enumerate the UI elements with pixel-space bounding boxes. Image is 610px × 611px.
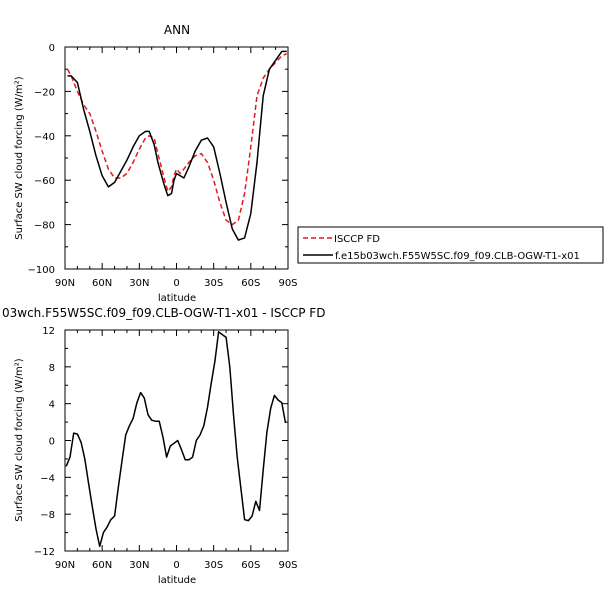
bottom-series-line-0 (65, 331, 287, 548)
top-chart-ticks: 90N 60N 30N 0 30S 60S 90S 0 −20 −40 −60 −80 −100 (28, 43, 298, 289)
x-tick-label: 90S (278, 560, 297, 571)
top-chart-y-axis-label: Surface SW cloud forcing (W/m²) (14, 76, 25, 240)
x-tick-label: 90N (55, 278, 75, 289)
y-tick-label: 4 (49, 400, 55, 411)
top-chart-plot-frame (64, 46, 289, 270)
y-tick-label: −100 (28, 265, 55, 276)
y-tick-label: 12 (42, 326, 55, 337)
x-tick-label: 90S (278, 278, 297, 289)
top-chart-title: ANN (164, 23, 190, 37)
bottom-chart-y-axis-label: Surface SW cloud forcing (W/m²) (14, 358, 25, 522)
top-chart-legend: ISCCP FD f.e15b03wch.F55W5SC.f09_f09.CLB… (297, 226, 604, 264)
legend-label-isccp: ISCCP FD (334, 234, 380, 245)
x-tick-label: 30N (129, 278, 149, 289)
top-chart-x-axis-label: latitude (158, 293, 196, 304)
y-tick-label: −8 (40, 510, 55, 521)
bottom-chart-ticks: 90N 60N 30N 0 30S 60S 90S 12 8 4 0 −4 −8 −12 (34, 326, 298, 571)
y-tick-label: −80 (34, 221, 55, 232)
bottom-chart-x-axis-label: latitude (158, 575, 196, 586)
legend-box (297, 226, 604, 264)
x-tick-label: 60S (241, 278, 260, 289)
x-tick-label: 60S (241, 560, 260, 571)
top-series-line-0 (66, 53, 288, 226)
legend-label-model: f.e15b03wch.F55W5SC.f09_f09.CLB-OGW-T1-x… (335, 251, 580, 262)
x-tick-label: 0 (173, 278, 179, 289)
y-tick-label: 8 (49, 363, 55, 374)
y-tick-label: −40 (34, 132, 55, 143)
y-tick-label: −12 (34, 547, 55, 558)
x-tick-label: 30S (204, 278, 223, 289)
top-series-line-1 (67, 50, 287, 241)
x-tick-label: 30N (129, 560, 149, 571)
bottom-chart: 03wch.F55W5SC.f09_f09.CLB-OGW-T1-x01 - I… (2, 306, 325, 586)
x-tick-label: 60N (92, 560, 112, 571)
top-chart: ANN 90N 60N 30N 0 30S 60S 90S 0 −20 −40 −60 −80 −100… (14, 23, 604, 304)
y-tick-label: 0 (49, 43, 55, 54)
x-tick-label: 30S (204, 560, 223, 571)
bottom-chart-series (65, 331, 287, 548)
y-tick-label: −20 (34, 87, 55, 98)
x-tick-label: 0 (173, 560, 179, 571)
y-tick-label: −60 (34, 176, 55, 187)
y-tick-label: 0 (49, 437, 55, 448)
top-chart-series (66, 50, 288, 241)
x-tick-label: 60N (92, 278, 112, 289)
x-tick-label: 90N (55, 560, 75, 571)
bottom-chart-title: 03wch.F55W5SC.f09_f09.CLB-OGW-T1-x01 - I… (2, 306, 325, 320)
y-tick-label: −4 (40, 473, 55, 484)
